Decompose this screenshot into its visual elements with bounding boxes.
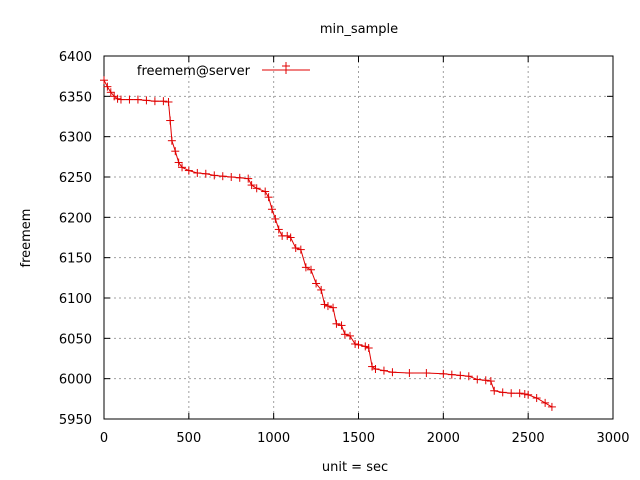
gridlines	[104, 56, 613, 419]
y-tick-label: 6250	[59, 171, 92, 186]
data-point	[178, 163, 187, 172]
y-tick-label: 6300	[59, 131, 92, 146]
data-point	[301, 263, 310, 272]
data-point	[388, 368, 397, 377]
data-point	[267, 205, 276, 214]
data-point	[520, 389, 529, 398]
x-tick-label: 2500	[512, 431, 545, 446]
data-point	[274, 225, 283, 234]
data-point	[103, 82, 112, 91]
data-point	[405, 369, 414, 378]
data-point	[524, 390, 533, 399]
legend: freemem@server	[137, 62, 310, 79]
data-point	[340, 330, 349, 339]
data-point	[351, 339, 360, 348]
data-point	[346, 331, 355, 340]
series-line	[103, 79, 553, 408]
data-point	[473, 375, 482, 384]
data-point	[329, 303, 338, 312]
x-tick-label: 1000	[257, 431, 290, 446]
data-point	[106, 88, 115, 97]
y-tick-label: 5950	[59, 413, 92, 428]
data-point	[320, 300, 329, 309]
data-point	[296, 245, 305, 254]
data-point	[113, 94, 122, 103]
data-point	[133, 95, 142, 104]
x-tick-label: 2000	[427, 431, 460, 446]
y-tick-label: 6050	[59, 332, 92, 347]
data-point	[364, 344, 373, 353]
data-point	[286, 233, 295, 242]
data-point	[142, 96, 151, 105]
data-point	[323, 302, 332, 311]
data-point	[164, 97, 173, 106]
x-tick-label: 1500	[342, 431, 375, 446]
data-point	[337, 321, 346, 330]
x-axis-label: unit = sec	[322, 460, 388, 475]
data-point	[464, 372, 473, 381]
data-point	[261, 187, 270, 196]
data-point	[218, 172, 227, 181]
data-point	[100, 76, 108, 85]
data-point	[486, 377, 495, 386]
data-point	[271, 214, 280, 223]
data-point	[371, 364, 380, 373]
data-point	[354, 340, 363, 349]
data-point	[317, 285, 326, 294]
data-point	[332, 319, 341, 328]
data-point	[159, 97, 168, 106]
data-point	[283, 231, 292, 240]
data-point	[210, 171, 219, 180]
chart-title: min_sample	[320, 22, 398, 37]
data-point	[252, 184, 261, 193]
x-tick-label: 3000	[596, 431, 629, 446]
data-point	[361, 342, 370, 351]
data-point	[125, 95, 134, 104]
data-point	[174, 158, 183, 167]
y-tick-label: 6150	[59, 252, 92, 267]
data-point	[150, 97, 159, 106]
y-tick-label: 6350	[59, 90, 92, 105]
data-point	[264, 193, 273, 202]
data-point	[171, 147, 180, 156]
x-tick-label: 0	[100, 431, 108, 446]
data-point	[235, 173, 244, 182]
data-point	[312, 279, 321, 288]
data-point	[515, 389, 524, 398]
data-point	[244, 174, 253, 183]
data-point	[167, 136, 176, 145]
data-point	[291, 243, 300, 252]
data-point	[447, 370, 456, 379]
data-point	[439, 369, 448, 378]
data-point	[201, 169, 210, 178]
data-point	[193, 168, 202, 177]
y-axis-label: freemem	[19, 209, 34, 268]
x-tick-label: 500	[176, 431, 201, 446]
data-point	[379, 366, 388, 375]
data-point	[116, 95, 125, 104]
y-tick-label: 6100	[59, 292, 92, 307]
data-point	[456, 371, 465, 380]
data-point	[422, 369, 431, 378]
data-point	[247, 181, 256, 190]
data-point	[541, 398, 550, 407]
data-point	[184, 166, 193, 175]
y-tick-label: 6400	[59, 50, 92, 65]
data-point	[490, 386, 499, 395]
data-point	[306, 265, 315, 274]
axis-ticks: 0 500 1000 1500 2000 2500 3000 5950 6000 6050 6100…	[59, 50, 630, 446]
data-point	[532, 394, 541, 403]
y-tick-label: 6000	[59, 373, 92, 388]
legend-label: freemem@server	[137, 64, 251, 79]
data-point	[507, 389, 516, 398]
data-point	[166, 116, 175, 125]
series-layer	[100, 76, 556, 411]
data-point	[227, 173, 236, 181]
data-point	[547, 402, 556, 411]
data-point	[498, 388, 507, 397]
y-tick-label: 6200	[59, 211, 92, 226]
data-point	[481, 376, 490, 385]
